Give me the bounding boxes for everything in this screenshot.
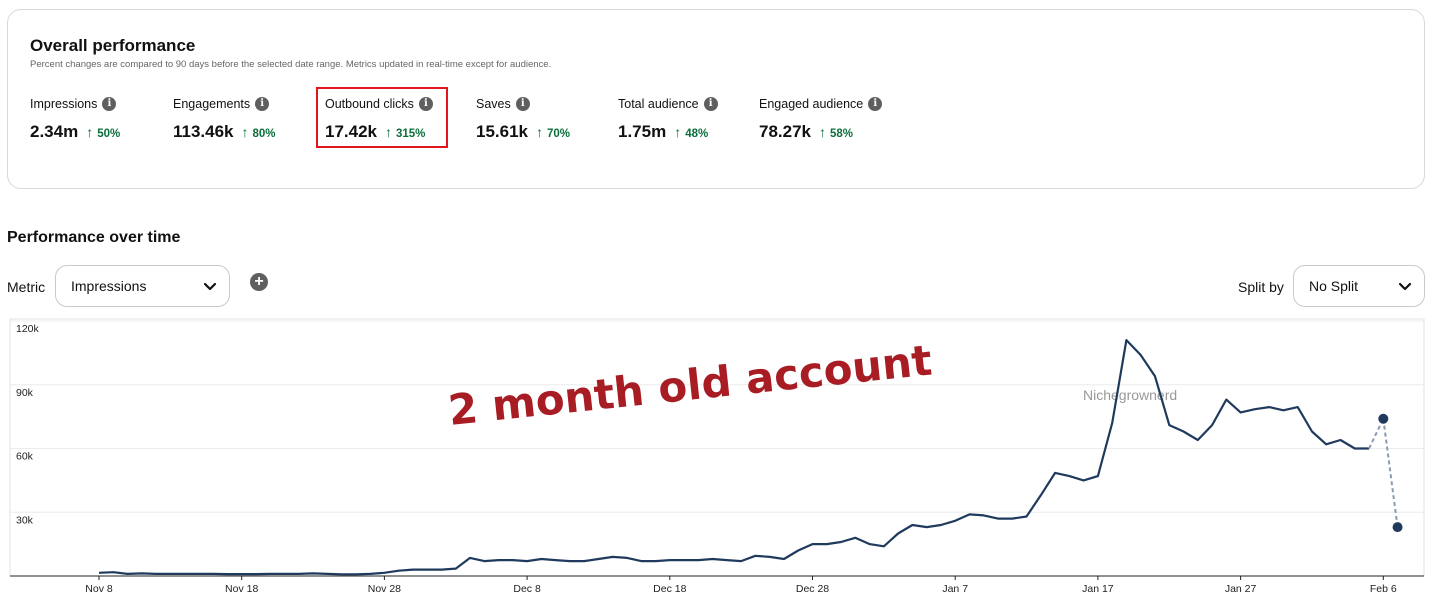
metric-engagements[interactable]: Engagements i 113.46k ↑ 80% (173, 96, 276, 142)
y-tick-label: 60k (16, 451, 34, 463)
arrow-up-icon: ↑ (674, 124, 682, 140)
metric-value: 15.61k (476, 122, 528, 141)
metric-caption: Metric (7, 279, 46, 295)
metric-label: Engagements (173, 97, 251, 111)
metric-outbound-clicks[interactable]: Outbound clicks i 17.42k ↑ 315% (325, 96, 433, 142)
metric-value: 78.27k (759, 122, 811, 141)
watermark-text: Nichegrownerd (1083, 387, 1177, 403)
arrow-up-icon: ↑ (819, 124, 826, 140)
x-tick-label: Jan 27 (1225, 583, 1257, 595)
metric-select-value: Impressions (71, 278, 147, 294)
info-icon[interactable]: i (418, 97, 433, 111)
arrow-up-icon: ↑ (385, 124, 392, 140)
info-icon[interactable]: i (868, 97, 883, 111)
x-tick-label: Feb 6 (1370, 583, 1397, 595)
info-icon[interactable]: i (515, 97, 530, 111)
x-tick-label: Jan 17 (1082, 583, 1114, 595)
y-tick-label: 120k (16, 323, 40, 335)
arrow-up-icon: ↑ (241, 124, 249, 140)
metric-value: 2.34m (30, 122, 79, 141)
metric-label: Engaged audience (759, 97, 864, 111)
metric-value: 17.42k (325, 122, 377, 141)
overall-performance-title: Overall performance (30, 36, 196, 55)
x-tick-label: Nov 8 (85, 583, 113, 595)
metric-label: Saves (476, 97, 511, 111)
data-point[interactable] (1378, 413, 1389, 424)
metric-change: 70% (547, 128, 571, 140)
info-icon[interactable]: i (255, 97, 270, 111)
projection-link-line (1368, 418, 1385, 449)
metric-label: Outbound clicks (325, 97, 414, 111)
split-by-select-value: No Split (1309, 278, 1359, 294)
metric-label: Total audience (618, 97, 699, 111)
metric-impressions[interactable]: Impressions i 2.34m ↑ 50% (30, 96, 120, 142)
metric-change: 50% (97, 128, 121, 140)
metric-value: 1.75m (618, 122, 667, 141)
x-tick-label: Dec 28 (796, 583, 829, 595)
metric-saves[interactable]: Saves i 15.61k ↑ 70% (476, 96, 570, 142)
metric-select[interactable]: Impressions (55, 265, 230, 307)
performance-chart: 120k 90k 60k 30k Nov 8 Nov 18 Nov 28 Dec 8 Dec 1… (9, 318, 1425, 595)
metric-change: 58% (830, 128, 854, 140)
metric-change: 80% (252, 128, 276, 140)
data-point[interactable] (1392, 522, 1403, 533)
info-icon[interactable]: i (703, 97, 718, 111)
split-by-caption: Split by (1238, 279, 1284, 295)
add-metric-icon[interactable]: + (250, 273, 268, 291)
performance-over-time-title: Performance over time (7, 229, 181, 246)
metric-label: Impressions (30, 97, 98, 111)
x-tick-label: Nov 28 (368, 583, 401, 595)
arrow-up-icon: ↑ (86, 124, 94, 140)
metric-value: 113.46k (173, 122, 234, 141)
y-tick-label: 90k (16, 387, 34, 399)
split-by-select[interactable]: No Split (1293, 265, 1425, 307)
x-tick-label: Jan 7 (942, 583, 968, 595)
series-line-impressions (98, 339, 1369, 576)
outbound-clicks-highlight-box (316, 87, 448, 148)
metric-engaged-audience[interactable]: Engaged audience i 78.27k ↑ 58% (759, 96, 883, 142)
info-icon[interactable]: i (102, 97, 117, 111)
projection-dashed-line (1382, 418, 1399, 528)
y-tick-label: 30k (16, 514, 34, 526)
arrow-up-icon: ↑ (536, 124, 543, 140)
annotation-text: 2 month old account (446, 335, 934, 435)
x-tick-label: Dec 8 (513, 583, 541, 595)
chevron-down-icon (1398, 282, 1412, 291)
metric-total-audience[interactable]: Total audience i 1.75m ↑ 48% (618, 96, 718, 142)
x-tick-label: Nov 18 (225, 583, 258, 595)
chevron-down-icon (203, 282, 217, 291)
overall-performance-subtitle: Percent changes are compared to 90 days … (30, 59, 552, 70)
metric-change: 315% (396, 128, 426, 140)
metric-change: 48% (685, 128, 709, 140)
x-tick-label: Dec 18 (653, 583, 686, 595)
overall-performance-card: Overall performance Percent changes are … (7, 9, 1425, 189)
